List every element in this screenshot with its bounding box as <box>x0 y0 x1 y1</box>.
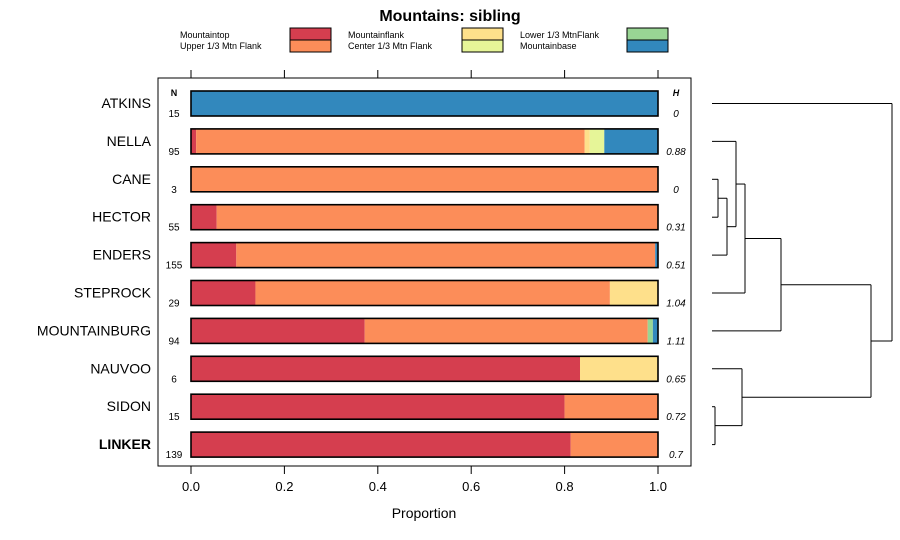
n-value-nella: 95 <box>168 147 180 158</box>
bar-linker-mountaintop <box>191 432 571 458</box>
bar-enders-upper-1-3-mtn-flank <box>236 242 656 268</box>
bar-nella-upper-1-3-mtn-flank <box>196 128 585 154</box>
legend-swatch-mountainflank <box>461 27 504 41</box>
bar-mountainburg-upper-1-3-mtn-flank <box>364 318 648 344</box>
x-tick-label-1: 0.2 <box>275 479 293 494</box>
category-label-cane: CANE <box>112 171 151 187</box>
x-tick-label-3: 0.6 <box>462 479 480 494</box>
bar-outline-nauvoo <box>190 355 659 383</box>
n-value-enders: 155 <box>166 261 183 272</box>
n-value-hector: 55 <box>168 223 180 234</box>
h-value-sidon: 0.72 <box>666 412 686 423</box>
chart-title: Mountains: sibling <box>379 8 520 25</box>
n-value-nauvoo: 6 <box>171 374 177 385</box>
category-label-hector: HECTOR <box>92 209 151 225</box>
h-value-linker: 0.7 <box>669 450 683 461</box>
bar-outline-linker <box>190 431 659 458</box>
category-label-atkins: ATKINS <box>101 95 151 111</box>
bar-nauvoo-mountaintop <box>191 356 581 382</box>
bar-outline-cane <box>190 166 659 193</box>
category-label-mountainburg: MOUNTAINBURG <box>37 322 151 338</box>
bar-outline-sidon <box>190 393 659 421</box>
bar-outline-enders <box>190 241 659 269</box>
n-value-mountainburg: 94 <box>168 336 180 347</box>
x-tick-label-5: 1.0 <box>649 479 667 494</box>
n-value-sidon: 15 <box>168 412 180 423</box>
h-column-header: H <box>673 88 680 98</box>
legend-label-lower-1-3-mtnflank: Lower 1/3 MtnFlank <box>520 30 600 40</box>
x-tick-label-4: 0.8 <box>556 479 574 494</box>
bar-hector-upper-1-3-mtn-flank <box>216 204 658 230</box>
bar-outline-nella <box>190 128 659 155</box>
dendrogram <box>712 103 893 446</box>
category-label-enders: ENDERS <box>93 247 151 263</box>
plot-frame <box>157 77 692 467</box>
legend-swatch-lower-1-3-mtnflank <box>626 27 669 41</box>
bar-linker-upper-1-3-mtn-flank <box>570 432 658 458</box>
bar-outline-atkins <box>190 90 659 117</box>
n-column-header: N <box>171 88 178 98</box>
h-value-mountainburg: 1.11 <box>667 336 686 347</box>
bar-sidon-mountaintop <box>191 394 565 420</box>
n-value-linker: 139 <box>166 450 183 461</box>
bar-outline-hector <box>190 203 659 231</box>
h-value-hector: 0.31 <box>666 223 685 234</box>
n-value-cane: 3 <box>171 185 177 196</box>
category-label-nauvoo: NAUVOO <box>90 360 151 376</box>
h-value-nauvoo: 0.65 <box>666 374 686 385</box>
x-axis: 0.0 0.2 0.4 0.6 0.8 1.0 <box>182 70 667 494</box>
bar-sidon-upper-1-3-mtn-flank <box>564 394 658 420</box>
legend-label-mountainbase: Mountainbase <box>520 41 577 51</box>
bar-atkins-mountainbase <box>191 91 658 116</box>
bar-mountainburg-mountaintop <box>191 318 365 344</box>
legend-swatch-mountainbase <box>626 39 669 53</box>
x-tick-label-0: 0.0 <box>182 479 200 494</box>
legend-swatch-mountaintop <box>289 27 332 41</box>
legend-swatch-upper-1-3-mtn-flank <box>289 39 332 53</box>
bar-enders-mountaintop <box>191 242 237 268</box>
bar-hector-mountaintop <box>191 204 217 230</box>
bar-steprock-mountainflank <box>609 280 658 306</box>
bar-steprock-mountaintop <box>191 280 256 306</box>
category-labels: ATKINS 15 0 NELLA 95 0.88 CANE 3 0 HECTOR 55 0.31 EN… <box>37 95 686 461</box>
h-value-enders: 0.51 <box>666 261 685 272</box>
bar-steprock-upper-1-3-mtn-flank <box>255 280 610 306</box>
legend-label-mountaintop: Mountaintop <box>180 30 230 40</box>
bar-cane-upper-1-3-mtn-flank <box>191 166 658 192</box>
x-tick-label-2: 0.4 <box>369 479 387 494</box>
category-label-sidon: SIDON <box>107 398 151 414</box>
category-label-nella: NELLA <box>107 133 152 149</box>
bar-mountainburg-lower-1-3-mtnflank <box>647 318 653 344</box>
bar-outline-mountainburg <box>190 317 659 345</box>
bar-nella-center-1-3-mtn-flank <box>589 128 605 154</box>
bar-nella-mountaintop <box>191 128 197 154</box>
n-value-steprock: 29 <box>168 299 180 310</box>
x-axis-label: Proportion <box>392 505 457 521</box>
h-value-nella: 0.88 <box>666 147 686 158</box>
bar-nella-mountainflank <box>584 128 590 154</box>
bar-mountainburg-mountainbase <box>652 318 658 344</box>
h-value-steprock: 1.04 <box>666 299 686 310</box>
legend-swatch-center-1-3-mtn-flank <box>461 39 504 53</box>
legend-label-upper-1-3-mtn-flank: Upper 1/3 Mtn Flank <box>180 41 262 51</box>
legend-label-mountainflank: Mountainflank <box>348 30 405 40</box>
bar-nella-mountainbase <box>604 128 658 154</box>
bars-group <box>190 90 659 458</box>
n-value-atkins: 15 <box>168 109 180 120</box>
h-value-atkins: 0 <box>673 109 679 120</box>
bar-outline-steprock <box>190 279 659 307</box>
bar-nauvoo-mountainflank <box>580 356 658 382</box>
h-value-cane: 0 <box>673 185 679 196</box>
category-label-steprock: STEPROCK <box>74 285 152 301</box>
bar-enders-mountainbase <box>655 242 658 268</box>
legend-label-center-1-3-mtn-flank: Center 1/3 Mtn Flank <box>348 41 433 51</box>
category-label-linker: LINKER <box>99 436 151 452</box>
